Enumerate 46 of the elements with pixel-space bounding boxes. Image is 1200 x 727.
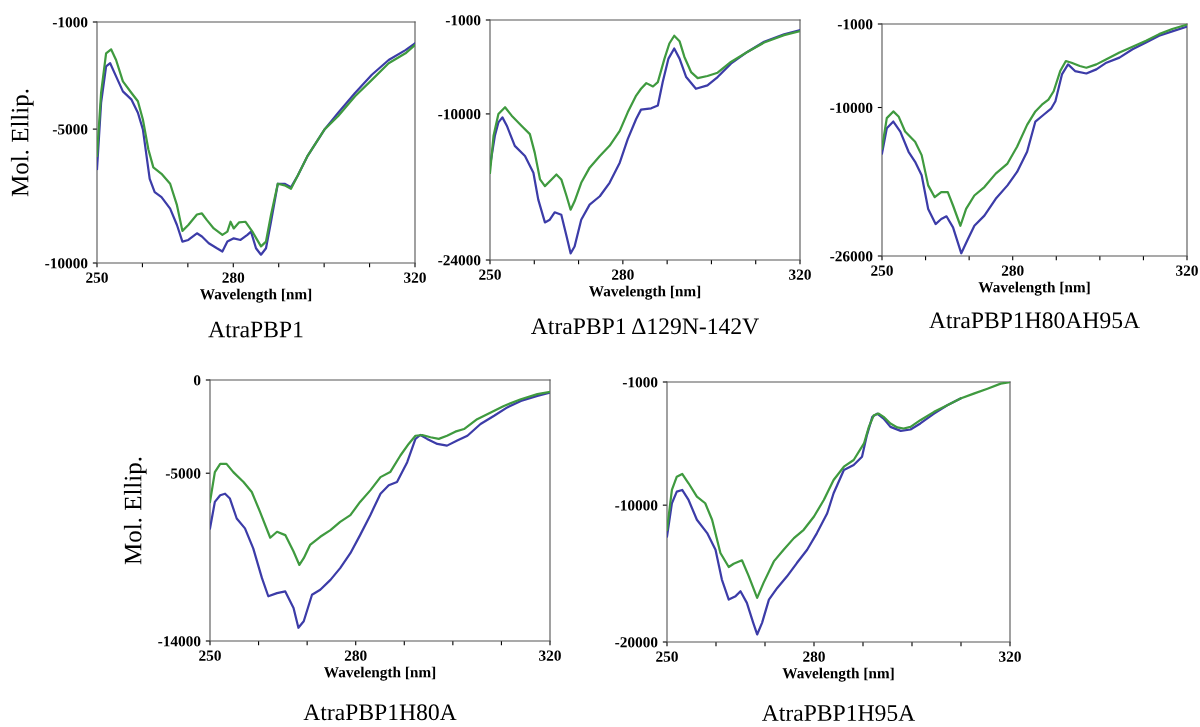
text: AtraPBP1H80AH95A: [929, 312, 1140, 329]
y-tick-label: -5000: [52, 124, 88, 135]
x-tick-label: 320: [999, 651, 1021, 662]
y-tick-label: -1000: [622, 377, 658, 388]
text: AtraPBP1H95A: [761, 705, 916, 722]
text: AtraPBP1: [208, 321, 303, 338]
x-tick-label: 320: [789, 269, 811, 280]
x-axis-title: Wavelength [nm]: [782, 667, 894, 682]
y-tick-label: -1000: [445, 15, 481, 26]
line-series: [490, 29, 800, 211]
x-tick-label: 320: [404, 272, 426, 283]
x-axis-title: Wavelength [nm]: [199, 288, 312, 303]
text: AtraPBP1H80A: [303, 704, 457, 721]
x-tick-label: 280: [1001, 265, 1024, 276]
x-axis-title: Wavelength [nm]: [978, 281, 1090, 296]
y-tick-label: -10000: [830, 102, 873, 113]
y-tick-label: -1000: [837, 19, 873, 30]
text: AtraPBP1 Δ129N-142V: [531, 318, 759, 335]
y-tick-label: -5000: [165, 468, 201, 479]
x-tick-label: 320: [1176, 265, 1198, 276]
x-tick-label: 250: [86, 272, 108, 283]
y-tick-label: -10000: [45, 258, 88, 269]
y-tick-label: -1000: [52, 17, 88, 28]
x-tick-label: 250: [479, 269, 501, 280]
y-tick-label: -14000: [158, 636, 201, 647]
line-series: [490, 29, 800, 255]
x-tick-label: 280: [222, 272, 245, 283]
y-tick-label: -10000: [438, 109, 481, 120]
line-series: [210, 390, 550, 567]
x-tick-label: 250: [656, 651, 678, 662]
y-axis-title: Mol. Ellip.: [10, 89, 34, 197]
y-tick-label: -10000: [615, 500, 658, 511]
x-tick-label: 280: [612, 269, 634, 280]
x-tick-label: 280: [803, 651, 825, 662]
x-tick-label: 250: [871, 265, 893, 276]
x-tick-label: 280: [344, 650, 367, 661]
y-axis-title: Mol. Ellip.: [123, 457, 147, 565]
line-series: [210, 391, 550, 629]
x-axis-title: Wavelength [nm]: [588, 285, 701, 300]
y-tick-label: -20000: [615, 637, 658, 648]
y-tick-label: -24000: [438, 255, 481, 266]
y-tick-label: -26000: [830, 251, 873, 262]
x-tick-label: 250: [199, 650, 221, 661]
y-tick-label: 0: [193, 375, 201, 386]
x-axis-title: Wavelength [nm]: [323, 666, 436, 681]
x-tick-label: 320: [539, 650, 561, 661]
